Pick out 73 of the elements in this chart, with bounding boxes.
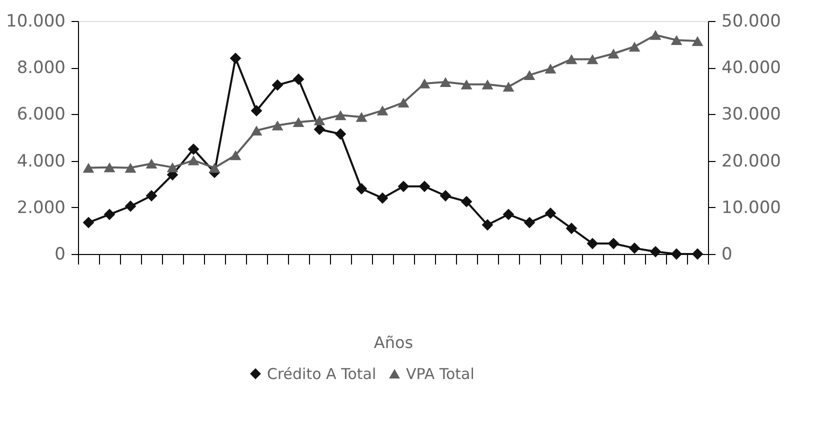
point bbox=[608, 48, 620, 59]
point bbox=[502, 208, 514, 220]
y-tick-label: 4.000 bbox=[16, 151, 66, 172]
point bbox=[482, 219, 494, 231]
point bbox=[230, 150, 242, 160]
point bbox=[230, 52, 242, 64]
y-tick-label: 8.000 bbox=[16, 58, 66, 78]
point bbox=[146, 158, 158, 169]
point bbox=[272, 79, 284, 91]
point bbox=[314, 124, 326, 136]
point bbox=[376, 192, 388, 204]
point bbox=[166, 162, 178, 172]
y2-tick-label: 50.000 bbox=[722, 12, 781, 32]
point bbox=[250, 126, 262, 136]
point bbox=[650, 30, 662, 40]
point bbox=[670, 248, 682, 260]
point bbox=[650, 246, 662, 258]
point bbox=[292, 117, 304, 128]
point bbox=[356, 183, 368, 194]
point bbox=[82, 162, 94, 173]
point bbox=[586, 238, 598, 250]
point bbox=[440, 190, 452, 202]
point bbox=[292, 74, 304, 85]
point bbox=[334, 128, 346, 140]
y2-tick-label: 10.000 bbox=[722, 198, 781, 218]
point bbox=[398, 180, 410, 192]
point bbox=[502, 82, 514, 92]
point bbox=[418, 180, 430, 192]
point bbox=[628, 242, 640, 254]
point bbox=[188, 143, 200, 155]
point bbox=[670, 35, 682, 46]
point bbox=[398, 98, 410, 108]
point bbox=[356, 112, 368, 122]
y-tick-label: 0 bbox=[54, 244, 66, 264]
point bbox=[104, 162, 116, 172]
point bbox=[544, 64, 556, 74]
legend-label: VPA Total bbox=[406, 364, 474, 383]
point bbox=[124, 200, 136, 212]
point bbox=[208, 162, 220, 173]
y-tick-label: 6.000 bbox=[16, 104, 66, 125]
point bbox=[544, 208, 556, 219]
point bbox=[146, 190, 158, 202]
point bbox=[524, 216, 536, 228]
point bbox=[440, 77, 452, 87]
point bbox=[566, 54, 578, 64]
point bbox=[314, 115, 326, 126]
x-axis-title: Años bbox=[374, 333, 414, 352]
point bbox=[82, 216, 94, 228]
point bbox=[628, 42, 640, 52]
point bbox=[376, 106, 388, 116]
point bbox=[250, 105, 262, 116]
legend-label: Crédito A Total bbox=[267, 364, 376, 383]
point bbox=[586, 54, 598, 64]
point bbox=[482, 79, 494, 90]
point bbox=[608, 238, 620, 250]
y2-tick-label: 20.000 bbox=[722, 151, 781, 172]
point bbox=[460, 196, 472, 208]
point bbox=[188, 155, 200, 166]
point bbox=[524, 70, 536, 80]
y-tick-label: 2.000 bbox=[16, 198, 66, 218]
y2-tick-label: 0 bbox=[722, 244, 732, 264]
point bbox=[272, 120, 284, 130]
point bbox=[418, 78, 430, 88]
y2-tick-label: 30.000 bbox=[722, 104, 781, 125]
point bbox=[104, 208, 116, 220]
y2-tick-label: 40.000 bbox=[722, 58, 781, 78]
point bbox=[692, 36, 704, 46]
y-tick-label: 10.000 bbox=[6, 12, 66, 32]
point bbox=[566, 222, 578, 234]
point bbox=[692, 248, 704, 260]
point bbox=[334, 110, 346, 120]
point bbox=[460, 79, 472, 90]
point bbox=[124, 162, 136, 173]
